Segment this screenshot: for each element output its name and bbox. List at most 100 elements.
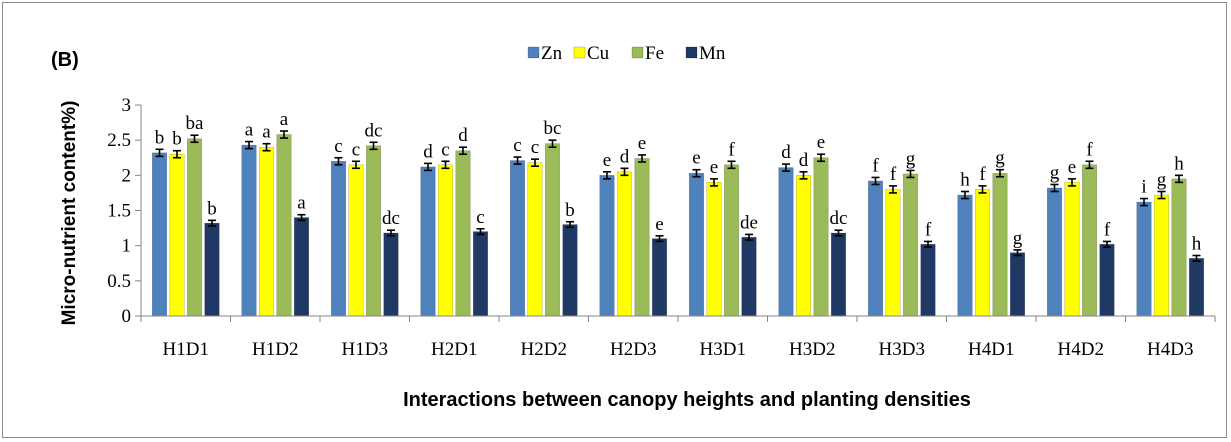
data-label: e bbox=[817, 132, 825, 153]
y-axis: 0 0.5 1 1.5 2 2.5 3 bbox=[107, 95, 142, 327]
y-tick-label: 0.5 bbox=[107, 271, 131, 292]
data-label: d bbox=[799, 150, 809, 171]
data-label: c bbox=[441, 139, 449, 160]
data-label: e bbox=[692, 148, 700, 169]
data-label: d bbox=[423, 141, 433, 162]
data-label: g bbox=[1013, 228, 1023, 249]
data-label: f bbox=[1104, 219, 1111, 240]
data-label: e bbox=[655, 214, 663, 235]
x-tick-label: H1D2 bbox=[252, 339, 298, 360]
bar-fe bbox=[634, 158, 650, 317]
bar-zn bbox=[420, 166, 436, 317]
bar-zn bbox=[957, 194, 973, 317]
data-label: g bbox=[1050, 162, 1060, 183]
bar-cu bbox=[706, 182, 722, 317]
data-label: e bbox=[710, 157, 718, 178]
bar-fe bbox=[186, 138, 203, 317]
bar-cu bbox=[885, 189, 901, 317]
bar-cu bbox=[437, 164, 454, 317]
data-label: e bbox=[1068, 157, 1076, 178]
data-label: c bbox=[513, 135, 521, 156]
data-label: f bbox=[872, 155, 879, 176]
bar-cu bbox=[348, 164, 364, 317]
data-label: ba bbox=[186, 113, 205, 134]
bar-fe bbox=[813, 157, 829, 317]
data-label: f bbox=[1086, 139, 1093, 160]
bar-fe bbox=[902, 173, 919, 317]
bar-zn bbox=[241, 144, 257, 317]
legend-swatch-mn bbox=[685, 46, 698, 59]
panel-label: (B) bbox=[51, 49, 79, 71]
bar-zn bbox=[688, 172, 705, 317]
data-label: a bbox=[280, 109, 289, 130]
bar-fe bbox=[544, 143, 561, 317]
x-tick-label: H2D3 bbox=[610, 339, 656, 360]
data-label: d bbox=[458, 125, 468, 146]
bar-mn bbox=[1009, 252, 1026, 317]
bar-zn bbox=[867, 180, 884, 317]
bar-mn bbox=[741, 236, 757, 317]
bar-cu bbox=[974, 189, 991, 317]
x-tick-label: H2D2 bbox=[521, 339, 567, 360]
bar-zn bbox=[1046, 187, 1063, 317]
x-tick-label: H4D2 bbox=[1058, 339, 1104, 360]
legend-swatch-zn bbox=[527, 46, 540, 59]
data-label: g bbox=[995, 148, 1005, 169]
legend-swatch-fe bbox=[631, 46, 644, 59]
bar-fe bbox=[1171, 178, 1187, 317]
data-label: a bbox=[262, 122, 271, 143]
bar-cu bbox=[1064, 182, 1080, 317]
data-label: h bbox=[960, 170, 970, 191]
data-label: c bbox=[531, 137, 539, 158]
data-label: e bbox=[603, 150, 611, 171]
x-tick-label: H4D3 bbox=[1147, 339, 1193, 360]
data-label: b bbox=[565, 200, 575, 221]
data-label: c bbox=[352, 139, 360, 160]
bar-cu bbox=[616, 171, 633, 317]
data-label: d bbox=[620, 146, 630, 167]
data-label: b bbox=[172, 129, 182, 150]
legend-label-mn: Mn bbox=[699, 43, 726, 64]
bar-fe bbox=[455, 150, 471, 317]
y-axis-title: Micro-nutrient content%) bbox=[59, 101, 80, 326]
data-label: h bbox=[1192, 234, 1202, 255]
data-label: f bbox=[890, 164, 897, 185]
data-label: f bbox=[728, 139, 735, 160]
bar-fe bbox=[723, 164, 740, 317]
data-label: e bbox=[638, 133, 646, 154]
y-tick-label: 1 bbox=[122, 236, 132, 257]
data-label: de bbox=[740, 212, 758, 233]
bar-mn bbox=[830, 232, 847, 317]
data-label: dc bbox=[365, 120, 383, 141]
data-label: bc bbox=[544, 118, 562, 139]
x-tick-label: H3D2 bbox=[789, 339, 835, 360]
bar-zn bbox=[330, 160, 347, 317]
bar-zn bbox=[509, 160, 526, 317]
legend: Zn Cu Fe Mn bbox=[527, 43, 726, 64]
legend-swatch-cu bbox=[573, 46, 586, 59]
bar-zn bbox=[778, 167, 794, 317]
x-axis-title: Interactions between canopy heights and … bbox=[403, 389, 971, 411]
bar-cu bbox=[1153, 194, 1170, 317]
bar-mn bbox=[383, 232, 399, 317]
y-tick-label: 2 bbox=[122, 165, 132, 186]
data-label: g bbox=[906, 148, 916, 169]
data-label: b bbox=[207, 198, 217, 219]
data-label: a bbox=[245, 120, 254, 141]
bar-cu bbox=[527, 162, 543, 317]
bar-fe bbox=[1081, 164, 1098, 317]
data-label: h bbox=[1174, 153, 1184, 174]
x-axis: H1D1 H1D2 H1D3 H2D1 H2D2 H2D3 H3D1 H3D2 H3D3 H4D1… bbox=[140, 315, 1216, 360]
bar-chart: (B) Zn Cu Fe Mn Micro-nutrient content%) 00… bbox=[51, 43, 1216, 411]
bar-zn bbox=[599, 175, 615, 317]
bar-fe bbox=[992, 172, 1008, 317]
data-label: c bbox=[476, 207, 484, 228]
bar-cu bbox=[258, 146, 275, 317]
legend-label-zn: Zn bbox=[541, 43, 563, 64]
bar-mn bbox=[293, 217, 310, 317]
data-label: i bbox=[1141, 177, 1146, 198]
bar-cu bbox=[795, 175, 812, 317]
x-tick-label: H3D3 bbox=[879, 339, 925, 360]
